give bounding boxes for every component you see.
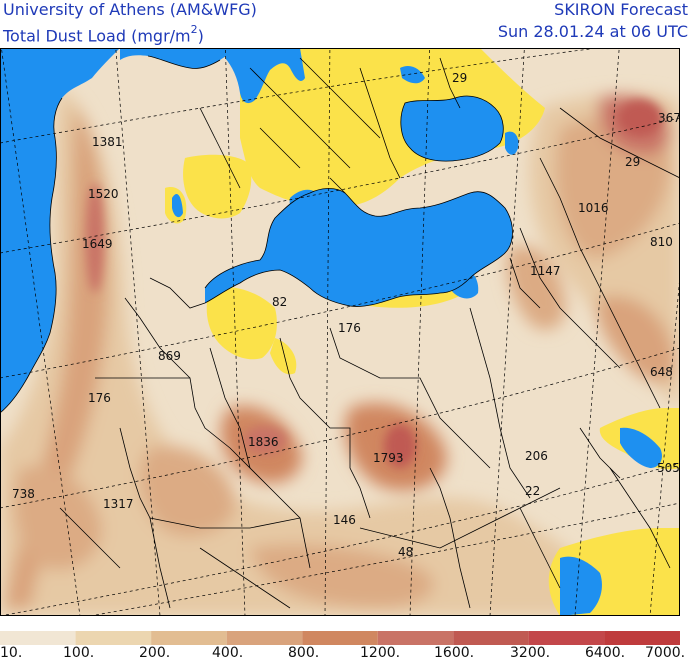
legend-swatch: [453, 631, 529, 645]
legend-tick-label: 7000.: [645, 645, 686, 661]
gulf-area: [620, 427, 662, 468]
value-label-176-west: 176: [88, 391, 111, 405]
mediterranean-sea: [205, 188, 513, 307]
field-title-suffix: ): [197, 26, 204, 46]
legend-swatch: [226, 631, 303, 645]
value-labels: 1381 1520 1649 869 176 82 176 1836 1793 738 1317 14…: [12, 71, 680, 559]
legend-tick-label: 3200.: [510, 645, 551, 661]
value-label-869: 869: [158, 349, 181, 363]
legend-swatch: [377, 631, 454, 645]
value-label-1836: 1836: [248, 435, 279, 449]
organization-title: University of Athens (AM&WFG): [3, 0, 257, 19]
dust-map: 1381 1520 1649 869 176 82 176 1836 1793 738 1317 14…: [0, 48, 680, 616]
value-label-505: 505: [657, 461, 680, 475]
value-label-176-libya: 176: [338, 321, 361, 335]
map-header: University of Athens (AM&WFG) SKIRON For…: [0, 0, 700, 48]
field-title-superscript: 2: [190, 23, 198, 36]
atlantic-ocean: [0, 48, 120, 413]
value-label-146: 146: [333, 513, 356, 527]
sea-areas: [0, 48, 662, 616]
value-label-1317: 1317: [103, 497, 134, 511]
legend-tick-label: 10.: [0, 645, 23, 661]
graticule: [0, 48, 680, 616]
value-label-206: 206: [525, 449, 548, 463]
legend-swatch: [528, 631, 605, 645]
value-label-1381: 1381: [92, 135, 123, 149]
country-borders: [0, 55, 680, 609]
caspian-edge: [505, 131, 519, 155]
adriatic-sea: [289, 189, 322, 221]
red-sea-edge: [560, 556, 602, 616]
value-label-1520: 1520: [88, 187, 119, 201]
legend-swatch: [0, 631, 76, 645]
value-label-648: 648: [650, 365, 673, 379]
legend-swatch: [302, 631, 378, 645]
value-label-29-north: 29: [625, 155, 640, 169]
value-label-738: 738: [12, 487, 35, 501]
legend-tick-label: 200.: [139, 645, 171, 661]
legend-tick-label: 1200.: [360, 645, 401, 661]
legend-tick-label: 100.: [63, 645, 95, 661]
legend-colorbar: [0, 631, 680, 645]
value-label-22: 22: [525, 484, 540, 498]
dust-maxima: [86, 100, 662, 468]
value-label-367: 367: [658, 111, 680, 125]
legend-swatch: [151, 631, 227, 645]
value-label-1147: 1147: [530, 264, 561, 278]
value-label-1649: 1649: [82, 237, 113, 251]
field-title: Total Dust Load (mgr/m2): [3, 22, 204, 46]
legend-tick-label: 400.: [212, 645, 244, 661]
product-title: SKIRON Forecast: [554, 0, 688, 19]
legend-tick-label: 6400.: [585, 645, 626, 661]
value-label-48: 48: [398, 545, 413, 559]
legend-swatch: [75, 631, 152, 645]
sea-of-azov: [400, 66, 425, 84]
black-sea: [400, 96, 504, 162]
value-label-82: 82: [272, 295, 287, 309]
legend-tick-label: 1600.: [434, 645, 475, 661]
value-label-1793: 1793: [373, 451, 404, 465]
legend-tick-label: 800.: [288, 645, 320, 661]
map-frame: [0, 48, 680, 616]
legend-labels: 10. 100. 200. 400. 800. 1200. 1600. 3200. 6400. 7…: [0, 645, 700, 662]
value-label-1016: 1016: [578, 201, 609, 215]
levant-basin: [450, 267, 479, 299]
biscay-coast: [172, 193, 183, 218]
legend-swatch: [604, 631, 680, 645]
field-title-text: Total Dust Load (mgr/m: [3, 26, 191, 46]
value-label-810: 810: [650, 235, 673, 249]
bay-of-biscay: [120, 48, 238, 69]
value-label-29-caucasus: 29: [452, 71, 467, 85]
north-sea: [225, 48, 305, 104]
valid-time: Sun 28.01.24 at 06 UTC: [497, 22, 688, 41]
